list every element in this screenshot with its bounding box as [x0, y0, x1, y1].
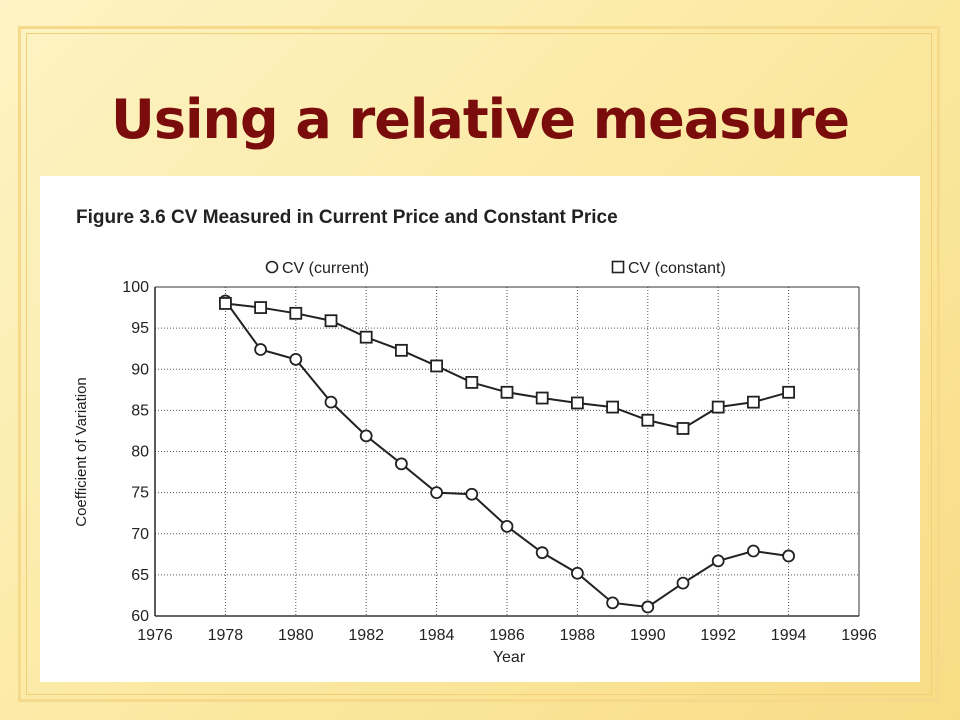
x-tick-label: 1976 [137, 627, 173, 644]
y-tick-label: 90 [131, 361, 149, 378]
chart-legend: CV (current) CV (constant) [265, 260, 726, 277]
x-tick-label: 1978 [208, 627, 244, 644]
data-point-constant [218, 297, 232, 310]
legend-marker-constant [611, 260, 625, 274]
slide-border-inner [26, 33, 932, 695]
x-tick-label: 1996 [841, 627, 877, 644]
figure-panel: Figure 3.6 CV Measured in Current Price … [40, 176, 920, 682]
y-tick-label: 85 [131, 402, 149, 419]
data-point-constant [430, 359, 444, 373]
x-tick-label: 1994 [771, 627, 807, 644]
slide-border-outer [18, 26, 940, 702]
legend-label: CV (constant) [628, 260, 726, 277]
x-tick-label: 1990 [630, 627, 666, 644]
chart-axes [154, 286, 860, 617]
data-point-current [747, 544, 760, 558]
y-tick-label: 80 [131, 444, 149, 461]
data-point-constant [535, 391, 549, 405]
x-tick-label: 1992 [700, 627, 736, 644]
x-axis-label: Year [493, 649, 526, 666]
data-point-current [676, 576, 690, 590]
data-point-current [254, 343, 268, 356]
data-point-constant [324, 314, 338, 328]
data-point-constant [641, 413, 655, 427]
y-tick-label: 70 [131, 526, 149, 543]
data-point-current [606, 596, 619, 610]
x-tick-label: 1988 [560, 627, 596, 644]
x-tick-label: 1980 [278, 627, 314, 644]
data-point-constant [782, 385, 795, 399]
legend-marker-current [265, 260, 279, 274]
data-point-current [571, 566, 584, 580]
data-point-current [394, 457, 408, 471]
data-point-constant [465, 376, 479, 389]
data-point-constant [606, 400, 619, 414]
data-point-current [535, 546, 549, 560]
data-point-current [359, 429, 373, 443]
data-point-constant [676, 422, 690, 435]
chart-grid [154, 286, 860, 617]
data-point-current [782, 549, 795, 563]
data-point-current [500, 519, 514, 533]
data-point-current [430, 486, 444, 500]
data-point-constant [289, 306, 303, 320]
data-point-current [641, 600, 655, 614]
data-point-constant [747, 395, 760, 409]
legend-label: CV (current) [282, 260, 369, 277]
data-point-current [465, 487, 479, 501]
data-point-constant [254, 301, 268, 314]
x-tick-label: 1982 [348, 627, 384, 644]
data-point-constant [711, 400, 725, 414]
cv-line-chart: Figure 3.6 CV Measured in Current Price … [73, 207, 877, 666]
y-tick-label: 100 [122, 279, 149, 296]
y-tick-label: 75 [131, 485, 149, 502]
x-tick-label: 1984 [419, 627, 455, 644]
data-point-constant [571, 396, 584, 410]
chart-title: Figure 3.6 CV Measured in Current Price … [76, 207, 618, 228]
y-tick-label: 95 [131, 320, 149, 337]
data-point-current [289, 352, 303, 366]
y-tick-label: 65 [131, 567, 149, 584]
chart-series [218, 294, 795, 614]
data-point-current [711, 554, 725, 568]
y-axis-label: Coefficient of Variation [73, 377, 90, 527]
data-point-constant [394, 343, 408, 357]
series-line-current [224, 300, 789, 608]
slide-title: Using a relative measure [111, 88, 850, 151]
data-point-constant [500, 385, 514, 399]
data-point-constant [359, 330, 373, 344]
y-tick-label: 60 [131, 608, 149, 625]
x-tick-label: 1986 [489, 627, 525, 644]
chart-ticks: 1976 1978 1980 1982 1984 1986 1988 1990 1992 1994… [122, 279, 877, 644]
data-point-current [324, 395, 338, 409]
